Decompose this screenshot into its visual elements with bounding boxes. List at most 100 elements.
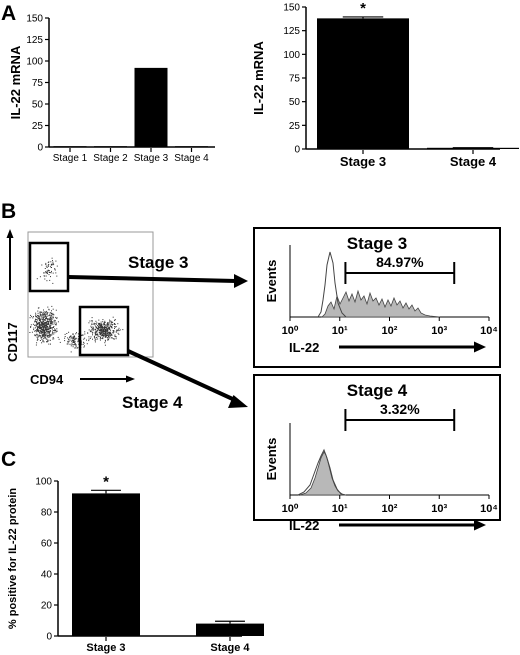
event-dot [104, 334, 106, 336]
event-dot [97, 325, 99, 327]
event-dot [37, 334, 39, 336]
a1-category-label: Stage 3 [134, 153, 169, 164]
event-dot [42, 318, 44, 320]
event-dot [35, 327, 37, 329]
c-category-label: Stage 3 [86, 642, 125, 654]
event-dot [80, 342, 82, 344]
event-dot [101, 335, 103, 337]
event-dot [98, 328, 100, 330]
h3-xlabel: IL-22 [289, 340, 319, 355]
event-dot [73, 342, 74, 343]
event-dot [72, 333, 74, 335]
event-dot [94, 323, 96, 324]
event-dot [95, 339, 97, 340]
event-dot [100, 327, 102, 329]
event-dot [35, 324, 37, 326]
event-dot [104, 325, 106, 327]
event-dot [38, 325, 40, 327]
event-dot [73, 339, 75, 341]
event-dot [37, 329, 39, 331]
event-dot [51, 310, 52, 312]
event-dot [101, 325, 103, 327]
event-dot [70, 337, 72, 339]
event-dot [103, 324, 105, 326]
event-dot [74, 338, 76, 340]
event-dot [48, 270, 50, 272]
event-dot [94, 341, 96, 343]
event-dot [40, 321, 42, 323]
event-dot [103, 334, 105, 336]
event-dot [112, 321, 114, 323]
event-dot [77, 341, 79, 343]
event-dot [111, 333, 113, 335]
event-dot [44, 334, 46, 335]
event-dot [35, 330, 37, 331]
a1-category-label: Stage 4 [174, 153, 209, 164]
event-dot [50, 312, 52, 314]
event-dot [117, 330, 119, 332]
event-dot [46, 334, 48, 336]
h3-frame [253, 227, 501, 368]
event-dot [114, 334, 116, 336]
event-dot [39, 324, 40, 326]
event-dot [37, 330, 38, 332]
event-dot [115, 336, 117, 338]
dot-plot: CD117 CD94 [5, 229, 154, 387]
event-dot [52, 261, 54, 263]
event-dot [39, 335, 41, 337]
event-dot [45, 333, 47, 335]
event-dot [42, 339, 44, 341]
event-dot [41, 338, 43, 340]
event-dot [41, 315, 43, 317]
event-dot [54, 332, 56, 334]
event-dot [107, 328, 109, 330]
event-dot [37, 336, 39, 338]
event-dot [113, 331, 115, 333]
event-dot [44, 330, 46, 332]
event-dot [113, 338, 115, 340]
event-dot [114, 326, 116, 327]
h3-xtick-label: 10³ [431, 325, 447, 337]
event-dot [53, 330, 55, 331]
event-dot [53, 338, 55, 340]
event-dot [108, 322, 110, 324]
event-dot [44, 322, 46, 323]
event-dot [45, 325, 47, 326]
event-dot [47, 312, 49, 314]
event-dot [40, 318, 42, 320]
event-dot [49, 322, 51, 324]
event-dot [70, 345, 72, 347]
event-dot [104, 340, 106, 342]
event-dot [51, 305, 53, 307]
event-dot [49, 272, 51, 273]
event-dot [41, 324, 43, 326]
event-dot [114, 320, 116, 321]
event-dot [44, 335, 46, 337]
event-dot [104, 328, 105, 330]
event-dot [45, 319, 46, 321]
event-dot [99, 324, 101, 326]
event-dot [39, 315, 41, 316]
event-dot [56, 328, 58, 330]
event-dot [35, 334, 37, 336]
event-dot [41, 323, 43, 325]
event-dot [43, 329, 45, 331]
event-dot [49, 320, 51, 322]
event-dot [76, 347, 78, 349]
event-dot [103, 323, 105, 325]
event-dot [39, 326, 41, 328]
event-dot [104, 339, 106, 341]
event-dot [37, 338, 39, 340]
event-dot [45, 262, 47, 264]
event-dot [99, 329, 101, 331]
c-ytick-label: 80 [41, 508, 53, 519]
event-dot [99, 334, 101, 336]
event-dot [100, 330, 102, 332]
event-dot [40, 324, 42, 326]
event-dot [106, 335, 108, 336]
event-dot [99, 338, 101, 340]
event-dot [37, 319, 38, 321]
event-dot [45, 327, 47, 329]
event-dot [108, 327, 110, 329]
event-dot [102, 335, 104, 337]
